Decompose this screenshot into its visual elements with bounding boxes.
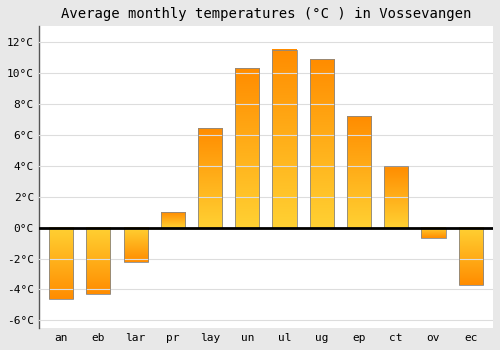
Bar <box>272 49 296 228</box>
Bar <box>160 212 185 228</box>
Bar <box>86 228 110 294</box>
Bar <box>384 166 408 228</box>
Bar <box>124 228 148 261</box>
Bar <box>458 228 483 285</box>
Bar <box>49 228 73 299</box>
Title: Average monthly temperatures (°C ) in Vossevangen: Average monthly temperatures (°C ) in Vo… <box>60 7 471 21</box>
Bar <box>347 116 371 228</box>
Bar <box>310 59 334 228</box>
Bar <box>235 68 260 228</box>
Bar <box>198 128 222 228</box>
Bar <box>422 228 446 238</box>
